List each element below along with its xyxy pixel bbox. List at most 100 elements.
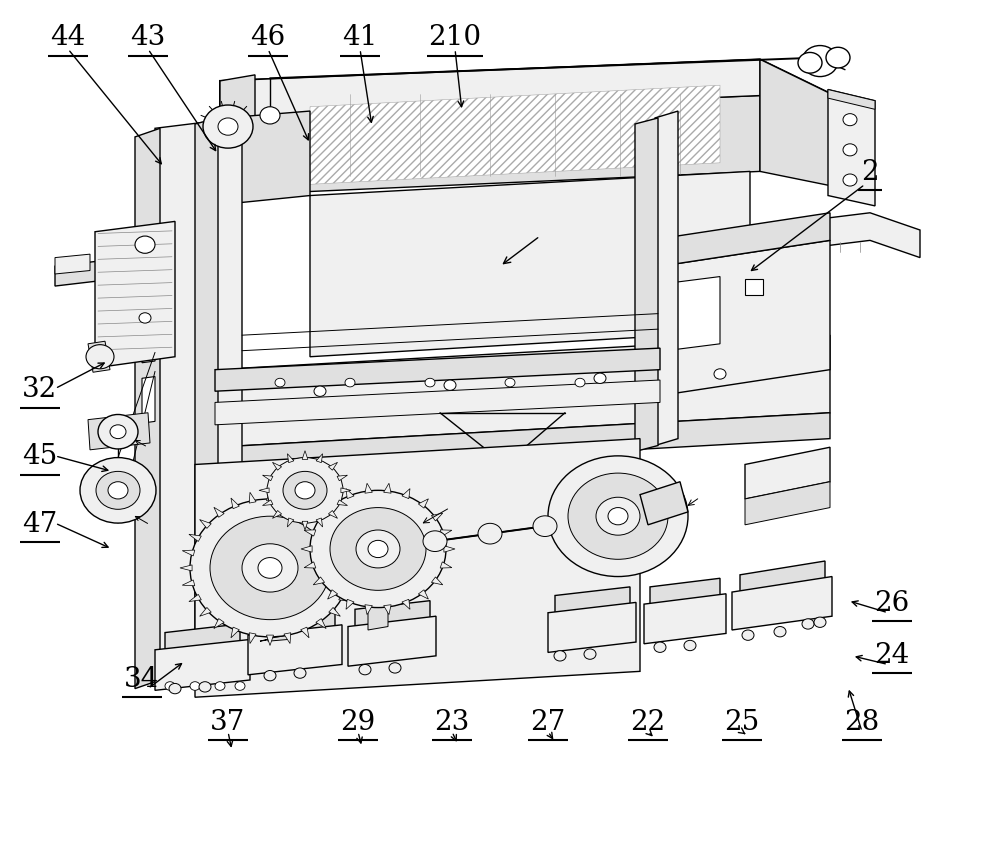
Polygon shape (272, 511, 282, 519)
Text: 32: 32 (22, 375, 58, 403)
Polygon shape (555, 587, 630, 625)
Polygon shape (249, 492, 256, 504)
Polygon shape (195, 439, 640, 697)
Text: 37: 37 (210, 708, 246, 735)
Circle shape (568, 474, 668, 560)
Circle shape (260, 108, 280, 125)
Polygon shape (225, 112, 310, 205)
Polygon shape (272, 462, 282, 471)
Circle shape (843, 115, 857, 127)
Circle shape (774, 627, 786, 637)
Circle shape (80, 458, 156, 523)
Polygon shape (182, 580, 195, 586)
Text: 46: 46 (250, 24, 286, 52)
Text: 2: 2 (861, 158, 879, 186)
Polygon shape (259, 488, 269, 493)
Polygon shape (260, 639, 270, 641)
Polygon shape (337, 475, 347, 481)
Polygon shape (339, 535, 351, 542)
Circle shape (444, 381, 456, 391)
Circle shape (199, 682, 211, 692)
Polygon shape (440, 530, 452, 536)
Circle shape (359, 665, 371, 675)
Polygon shape (418, 499, 428, 509)
Circle shape (742, 630, 754, 641)
Polygon shape (215, 336, 830, 448)
Polygon shape (155, 640, 250, 691)
Circle shape (108, 482, 128, 499)
Circle shape (802, 46, 838, 77)
Text: 44: 44 (50, 24, 86, 52)
Polygon shape (287, 518, 294, 527)
Circle shape (802, 619, 814, 629)
Text: 41: 41 (342, 24, 378, 52)
Circle shape (264, 671, 276, 681)
Polygon shape (313, 513, 325, 522)
Polygon shape (214, 619, 224, 629)
Circle shape (169, 684, 181, 694)
Polygon shape (828, 90, 875, 207)
Polygon shape (200, 608, 211, 616)
Polygon shape (88, 342, 110, 373)
Polygon shape (328, 590, 338, 599)
Circle shape (283, 472, 327, 510)
Polygon shape (732, 577, 832, 630)
Circle shape (423, 531, 447, 552)
Circle shape (294, 668, 306, 678)
Polygon shape (220, 76, 255, 196)
Circle shape (608, 508, 628, 525)
Polygon shape (180, 566, 192, 571)
Polygon shape (548, 603, 636, 653)
Circle shape (314, 387, 326, 397)
Polygon shape (55, 255, 90, 275)
Polygon shape (329, 608, 340, 616)
Polygon shape (339, 595, 351, 602)
Polygon shape (384, 605, 391, 615)
Text: 210: 210 (428, 24, 482, 52)
Polygon shape (355, 601, 430, 639)
Polygon shape (368, 606, 388, 630)
Text: 28: 28 (844, 708, 880, 735)
Polygon shape (431, 577, 443, 585)
Circle shape (215, 682, 225, 691)
Polygon shape (345, 550, 358, 556)
Polygon shape (418, 590, 428, 599)
Circle shape (425, 379, 435, 387)
Circle shape (86, 345, 114, 369)
Polygon shape (182, 550, 195, 556)
Circle shape (267, 458, 343, 523)
Text: 24: 24 (874, 641, 910, 668)
Circle shape (596, 498, 640, 536)
Circle shape (554, 651, 566, 661)
Polygon shape (301, 499, 309, 509)
Circle shape (548, 456, 688, 577)
Circle shape (356, 530, 400, 568)
Polygon shape (365, 484, 372, 493)
Polygon shape (345, 580, 358, 586)
Polygon shape (346, 599, 354, 610)
Polygon shape (348, 566, 360, 571)
Polygon shape (135, 129, 160, 689)
Circle shape (814, 617, 826, 628)
Polygon shape (316, 518, 323, 527)
Polygon shape (346, 489, 354, 499)
Circle shape (242, 544, 298, 592)
Polygon shape (650, 579, 720, 616)
Polygon shape (301, 628, 309, 638)
Circle shape (345, 379, 355, 387)
Polygon shape (328, 462, 338, 471)
Polygon shape (214, 508, 224, 517)
Polygon shape (329, 520, 340, 529)
Polygon shape (313, 577, 325, 585)
Circle shape (310, 491, 446, 608)
Polygon shape (644, 594, 726, 644)
Polygon shape (740, 561, 825, 601)
Circle shape (654, 642, 666, 653)
Circle shape (190, 499, 350, 637)
Polygon shape (660, 214, 830, 267)
Polygon shape (249, 633, 256, 644)
Circle shape (210, 517, 330, 620)
Bar (745, 280, 763, 295)
Polygon shape (220, 96, 760, 196)
Polygon shape (142, 274, 155, 363)
